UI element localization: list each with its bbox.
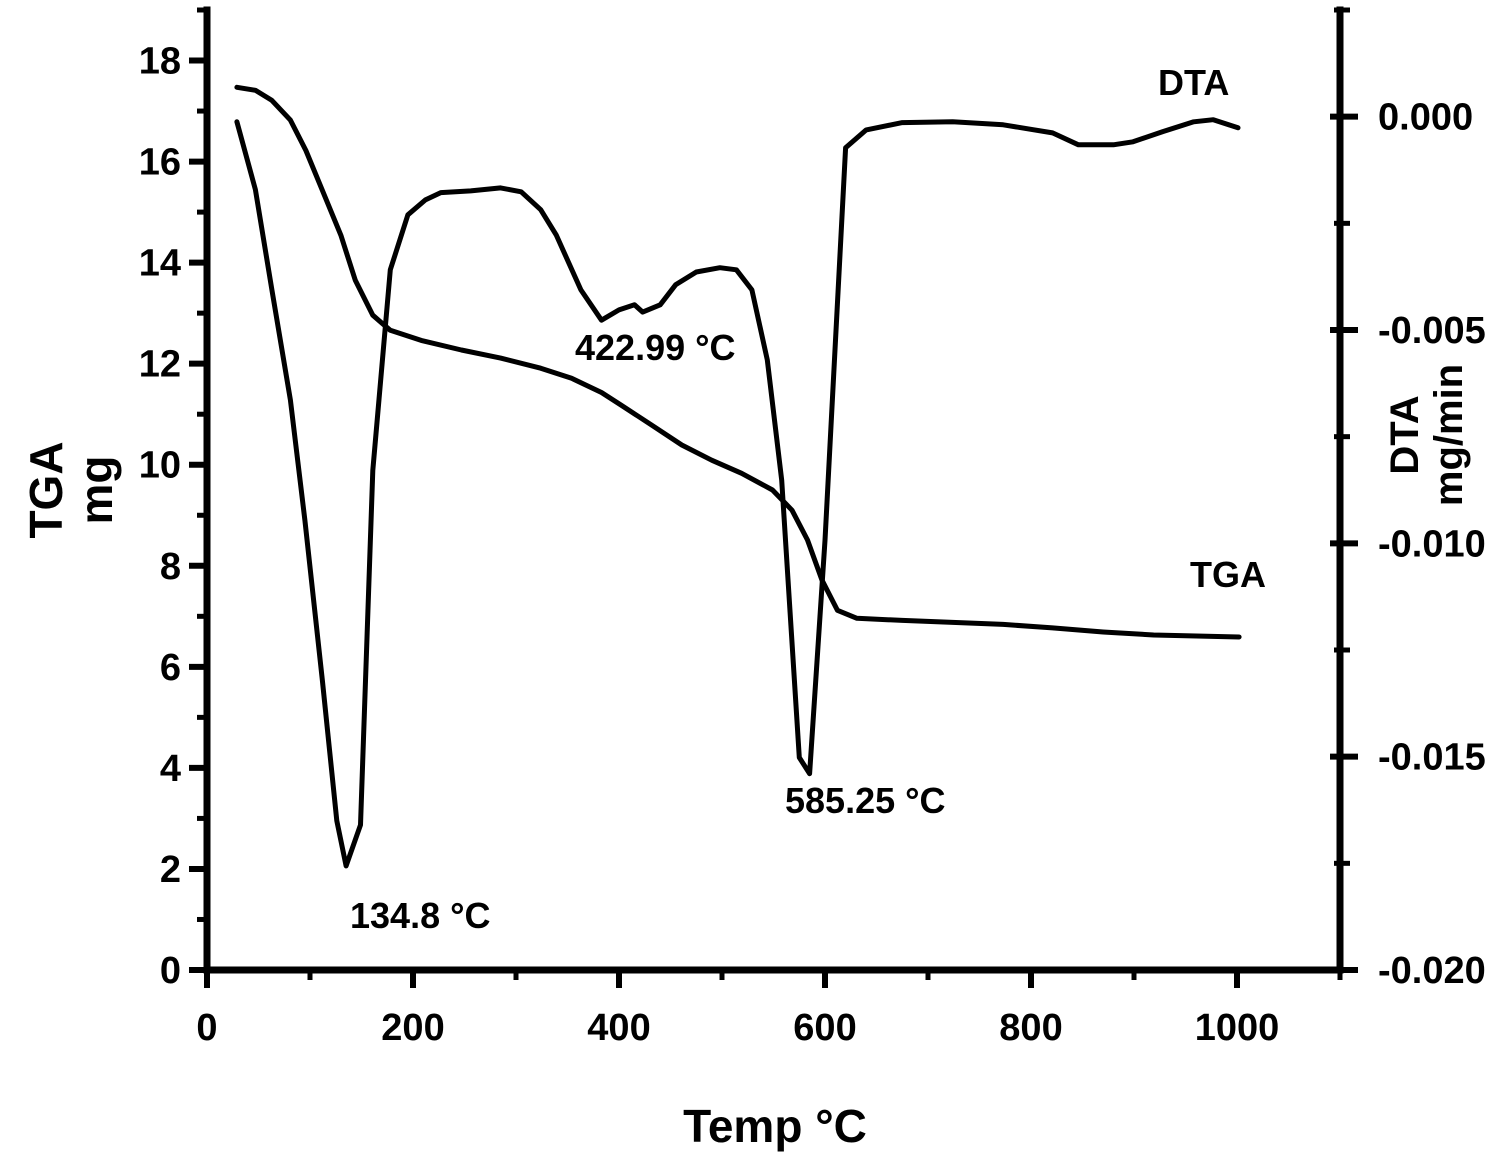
left-tick-label: 6: [160, 647, 181, 689]
series-label-dta: DTA: [1158, 62, 1229, 103]
left-tick-label: 12: [139, 344, 181, 386]
left-axis-title-line1: TGA: [20, 441, 72, 538]
ticks: 0 2 4 6 8 10 12 14 16 18 0 200 400 600 800 1000 0.000 -0.…: [139, 7, 1486, 1049]
right-tick-label: -0.015: [1378, 737, 1486, 779]
series-line-dta: [234, 117, 1241, 869]
left-tick-label: 16: [139, 142, 181, 184]
left-tick-label: 18: [139, 41, 181, 83]
right-axis-title-line2: mg/min: [1427, 364, 1471, 506]
annotation-peak-2: 422.99 °C: [575, 327, 736, 368]
right-tick-label: -0.020: [1378, 950, 1486, 992]
left-tick-label: 2: [160, 849, 181, 891]
x-tick-label: 600: [793, 1007, 856, 1049]
left-tick-label: 4: [160, 748, 181, 790]
annotation-peak-1: 134.8 °C: [350, 895, 490, 936]
left-tick-label: 14: [139, 243, 181, 285]
x-tick-label: 200: [381, 1007, 444, 1049]
axes: [203, 6, 1344, 974]
x-tick-label: 400: [587, 1007, 650, 1049]
x-tick-label: 1000: [1195, 1007, 1280, 1049]
left-tick-label: 10: [139, 445, 181, 487]
right-tick-label: -0.010: [1378, 523, 1486, 565]
series-line-tga: [234, 84, 1242, 640]
left-tick-label: 0: [160, 950, 181, 992]
left-tick-label: 8: [160, 546, 181, 588]
series-lines: [234, 84, 1242, 869]
x-tick-label: 0: [196, 1007, 217, 1049]
x-axis-title: Temp °C: [683, 1100, 867, 1152]
right-tick-label: -0.005: [1378, 310, 1486, 352]
right-tick-label: 0.000: [1378, 97, 1473, 139]
series-label-tga: TGA: [1190, 554, 1266, 595]
right-axis-title-line1: DTA: [1383, 395, 1427, 474]
left-axis-title-line2: mg: [70, 456, 122, 525]
annotation-peak-3: 585.25 °C: [785, 780, 946, 821]
x-tick-label: 800: [999, 1007, 1062, 1049]
